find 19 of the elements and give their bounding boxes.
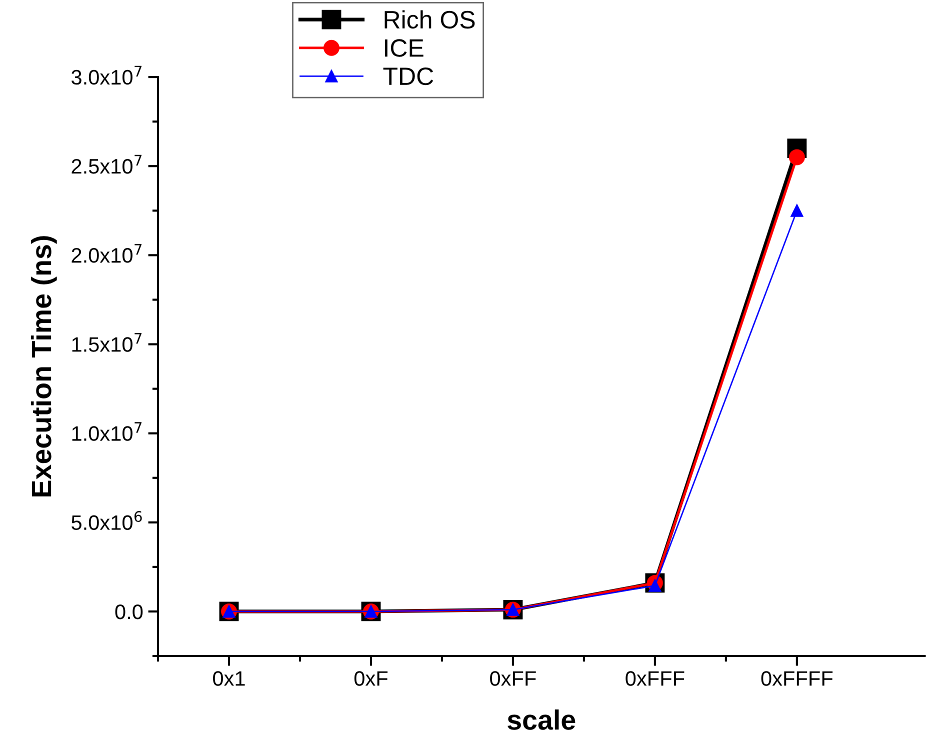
x-tick-label: 0xFFFF	[761, 671, 833, 686]
legend-label: ICE	[385, 39, 424, 57]
y-tick-label: 0.0	[115, 604, 143, 620]
x-tick-label: 0xFFF	[626, 671, 684, 686]
point	[788, 149, 805, 166]
legend-label: Rich OS	[384, 10, 475, 29]
y-tick-label: 2.5x10$^{7}$	[72, 154, 142, 174]
x-tick-label: 0xFF	[490, 671, 536, 686]
y-tick-label: 2.0x10$^{7}$	[72, 244, 142, 263]
y-tick-label: 1.0x10$^{7}$	[72, 422, 142, 441]
y-tick-label: 3.0x10$^{7}$	[72, 66, 142, 85]
x-tick-label: 0xF	[354, 671, 388, 686]
legend-label: TDC	[383, 67, 434, 86]
y-tick-label: 1.5x10$^{7}$	[72, 333, 142, 352]
y-axis-title: Execution Time (ns)	[30, 236, 57, 496]
x-axis-title: scale	[508, 709, 576, 730]
x-tick-label: 0x1	[213, 671, 245, 686]
point	[790, 204, 804, 217]
y-tick-label: 5.0x10$^{6}$	[72, 510, 142, 530]
